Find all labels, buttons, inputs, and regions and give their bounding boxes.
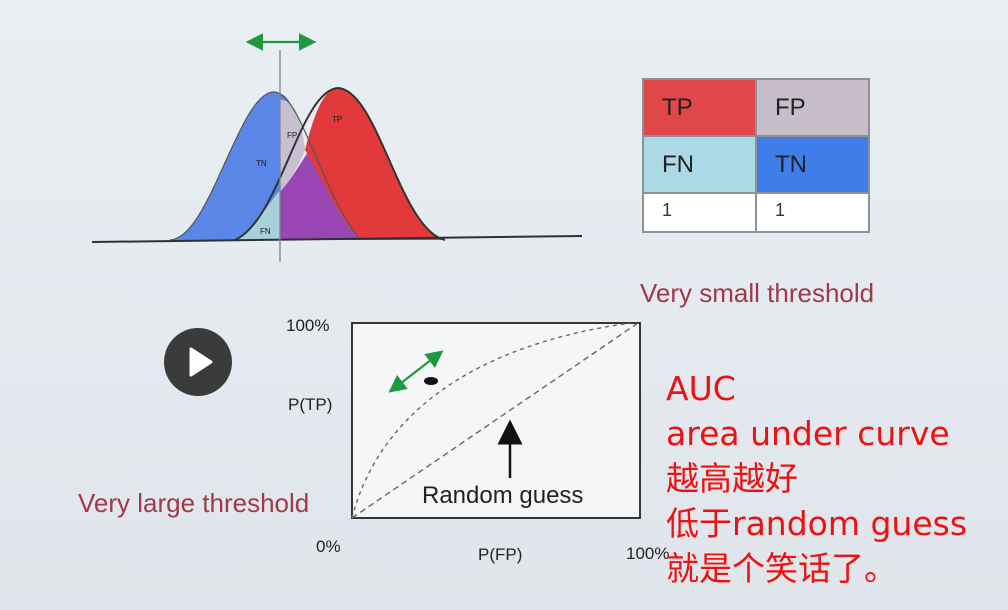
large-threshold-label: Very large threshold	[78, 488, 310, 518]
x-axis-label: P(FP)	[478, 545, 522, 564]
tp-label: TP	[332, 115, 342, 124]
fp-label: FP	[287, 131, 297, 140]
diagonal-line	[351, 322, 639, 519]
cm-cell-count-left: 1	[643, 193, 756, 232]
annotation-line: area under curve	[666, 414, 950, 453]
random-guess-label: Random guess	[422, 482, 583, 509]
annotation-line: 就是个笑话了。	[666, 549, 897, 588]
annotation-line: 越高越好	[666, 459, 798, 498]
cm-cell-tn: TN	[756, 136, 869, 193]
negative-distribution	[170, 91, 297, 240]
cm-cell-count-right: 1	[756, 193, 869, 232]
operating-point	[424, 377, 438, 385]
cm-cell-fn: FN	[643, 136, 756, 193]
positive-distribution	[305, 88, 445, 240]
overlap-region	[280, 150, 360, 240]
fn-label: FN	[260, 227, 271, 236]
cm-cell-tp: TP	[643, 79, 756, 136]
annotation-line: AUC	[666, 369, 736, 408]
roc-curve	[351, 322, 631, 519]
confusion-matrix: TP FP FN TN 1 1	[642, 78, 870, 233]
tn-label: TN	[256, 159, 267, 168]
play-button[interactable]	[164, 328, 232, 396]
operating-point-arrow	[388, 350, 444, 393]
x-axis-right: 100%	[626, 544, 669, 563]
play-icon	[189, 347, 213, 377]
origin-label: 0%	[316, 537, 341, 556]
annotation-overlay: AUC area under curve 越高越好 低于random guess…	[666, 366, 967, 591]
small-threshold-label: Very small threshold	[640, 278, 875, 308]
cm-cell-fp: FP	[756, 79, 869, 136]
y-axis-label: P(TP)	[288, 395, 332, 414]
fp-region	[280, 99, 305, 192]
fn-region	[238, 190, 280, 240]
y-axis-top: 100%	[286, 316, 329, 335]
distribution-plot: TN FP TP FN	[91, 33, 583, 262]
annotation-line: 低于random guess	[666, 504, 968, 543]
